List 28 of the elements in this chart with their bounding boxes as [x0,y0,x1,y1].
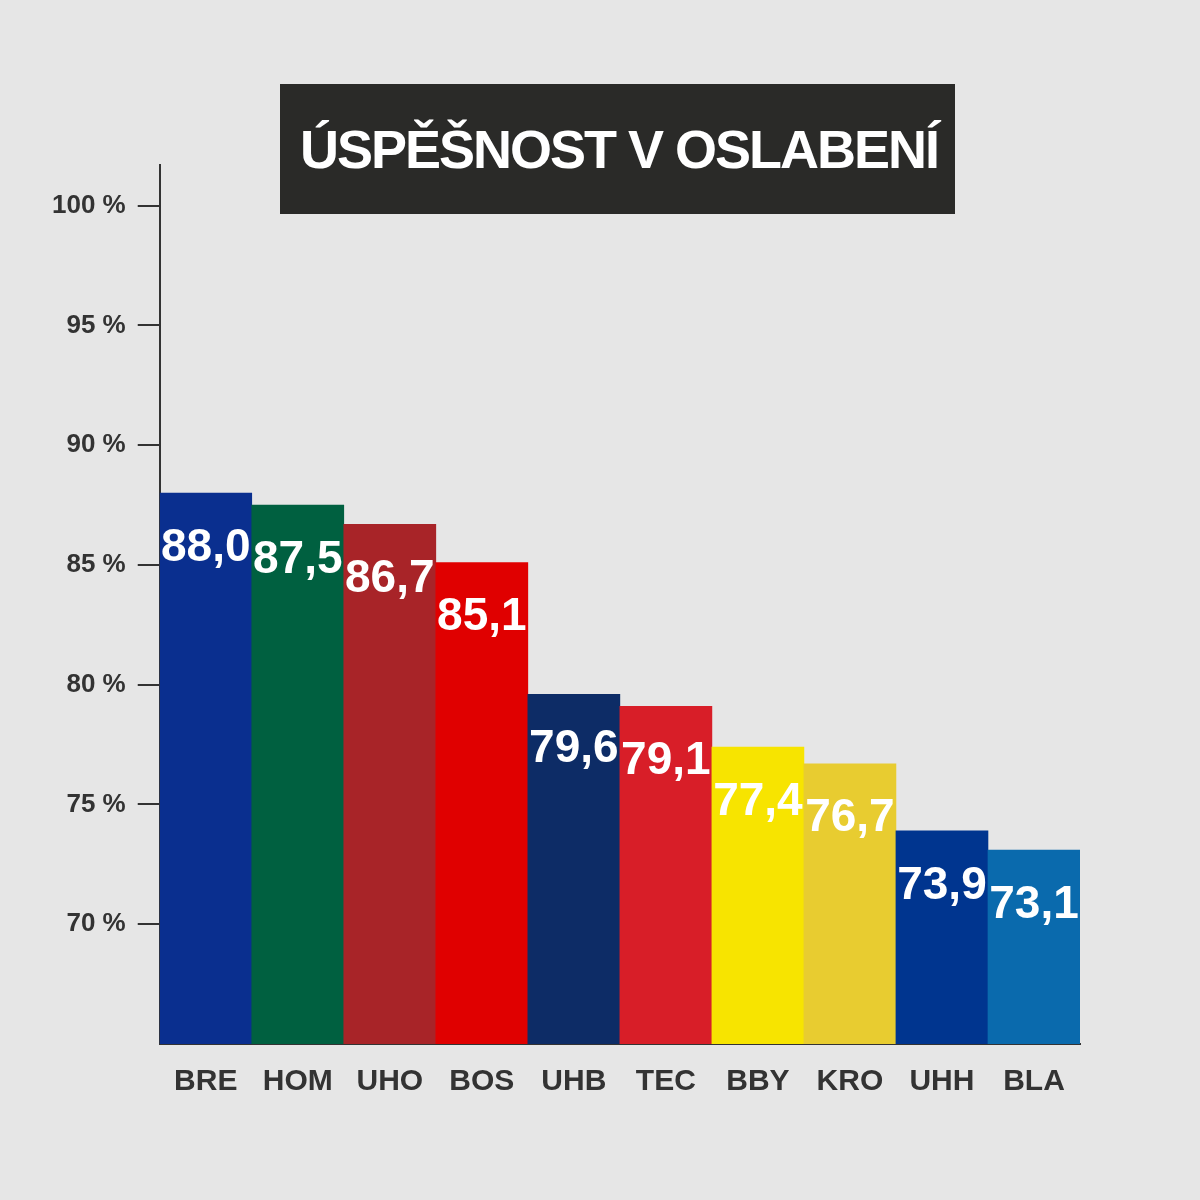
x-tick-label: BBY [726,1063,790,1097]
y-tick-label: 80 % [66,667,126,698]
x-tick-label: UHB [541,1063,607,1097]
chart-title: ÚSPĚŠNOST V OSLABENÍ [300,118,939,180]
y-tick-label: 70 % [66,907,126,938]
y-tick-label: 85 % [66,548,126,579]
x-tick-label: UHO [356,1063,424,1097]
y-tick-label: 90 % [66,428,126,459]
data-label: 86,7 [345,549,435,602]
data-label: 77,4 [713,772,804,825]
data-label: 73,1 [989,875,1079,928]
x-tick-label: BRE [174,1063,238,1097]
data-label: 85,1 [437,588,527,641]
y-tick-label: 95 % [66,308,126,339]
y-tick-label: 100 % [51,188,126,219]
x-tick-label: UHH [909,1063,975,1097]
x-tick-label: BLA [1003,1063,1065,1097]
data-label: 79,1 [621,731,711,784]
data-label: 87,5 [253,530,343,583]
data-label: 73,9 [897,856,987,909]
data-label: 79,6 [529,720,619,772]
x-tick-label: BOS [449,1063,515,1097]
y-tick-label: 75 % [66,787,126,818]
data-label: 88,0 [160,518,251,571]
x-tick-label: KRO [816,1063,884,1097]
data-label: 76,7 [805,789,895,842]
x-tick-label: HOM [262,1063,333,1097]
x-tick-label: TEC [635,1063,696,1097]
